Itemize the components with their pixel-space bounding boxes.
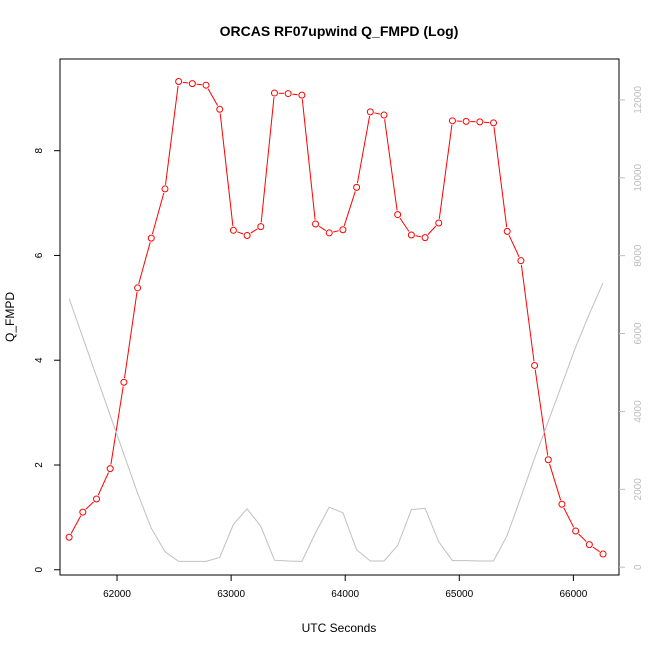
series-0-point-4 xyxy=(120,378,128,386)
x-axis-label: UTC Seconds xyxy=(302,621,377,635)
series-0-point-37 xyxy=(572,527,580,535)
series-0-point-7 xyxy=(161,185,169,193)
y-tick-label-3: 6 xyxy=(34,252,45,258)
series-0-point-36 xyxy=(558,500,566,508)
series-0-point-21 xyxy=(353,183,361,191)
series-0-point-33 xyxy=(517,257,525,265)
series-0-point-9 xyxy=(188,80,196,88)
series-0-point-29 xyxy=(462,117,470,125)
bottom-axis: 62000 63000 64000 65000 66000 xyxy=(103,575,588,600)
series-0-point-17 xyxy=(298,91,306,99)
right-axis: 0 2000 4000 6000 8000 10000 12000 xyxy=(619,86,644,570)
y-axis-label: Q_FMPD xyxy=(3,292,17,342)
series-0-point-16 xyxy=(284,90,292,98)
y-tick-label-2: 4 xyxy=(34,357,45,363)
series-0-point-35 xyxy=(544,456,552,464)
series-0-point-23 xyxy=(380,111,388,119)
x-tick-label-3: 65000 xyxy=(445,589,473,600)
series-0-point-32 xyxy=(503,227,511,235)
x-tick-label-4: 66000 xyxy=(559,589,587,600)
series-0-point-1 xyxy=(79,508,87,516)
series-0-point-0 xyxy=(65,533,73,541)
series-0-point-22 xyxy=(366,108,374,116)
series-0-point-5 xyxy=(134,284,142,292)
series-line-1 xyxy=(68,282,604,562)
y2-tick-label-4: 8000 xyxy=(633,244,644,267)
series-0-point-26 xyxy=(421,234,429,242)
series-0-point-11 xyxy=(216,105,224,113)
series-0-point-20 xyxy=(339,226,347,234)
y2-tick-label-3: 6000 xyxy=(633,322,644,345)
series-0-point-25 xyxy=(407,231,415,239)
series-0-point-18 xyxy=(312,220,320,228)
y2-tick-label-1: 2000 xyxy=(633,478,644,501)
y2-tick-label-5: 10000 xyxy=(633,163,644,191)
series-0-point-13 xyxy=(243,232,251,240)
y2-tick-label-0: 0 xyxy=(633,564,644,570)
x-tick-label-1: 63000 xyxy=(217,589,245,600)
series-0-point-27 xyxy=(435,219,443,227)
series-line-0 xyxy=(70,81,600,553)
series-0-point-2 xyxy=(93,495,101,503)
series-0-point-39 xyxy=(599,550,607,558)
series-0-point-19 xyxy=(325,229,333,237)
series-0-point-3 xyxy=(106,465,114,473)
series-0-point-38 xyxy=(585,541,593,549)
series-0-point-34 xyxy=(531,361,539,369)
y2-tick-label-2: 4000 xyxy=(633,400,644,423)
series-0-point-15 xyxy=(270,89,278,97)
series-0-point-6 xyxy=(147,234,155,242)
series-0-point-10 xyxy=(202,81,210,89)
series-layer xyxy=(65,78,607,562)
series-0-point-8 xyxy=(175,78,183,86)
chart-title: ORCAS RF07upwind Q_FMPD (Log) xyxy=(220,23,459,39)
left-axis: 0 2 4 6 8 xyxy=(34,147,60,573)
plot-frame xyxy=(59,58,620,576)
y-tick-label-1: 2 xyxy=(34,462,45,468)
x-tick-label-0: 62000 xyxy=(103,589,131,600)
x-tick-label-2: 64000 xyxy=(331,589,359,600)
series-0-point-14 xyxy=(257,223,265,231)
y-tick-label-4: 8 xyxy=(34,147,45,153)
y2-tick-label-6: 12000 xyxy=(633,86,644,114)
series-0-point-12 xyxy=(229,226,237,234)
series-0-point-31 xyxy=(490,119,498,127)
series-0-point-24 xyxy=(394,211,402,219)
y-tick-label-0: 0 xyxy=(34,567,45,573)
series-0-point-28 xyxy=(448,117,456,125)
series-0-point-30 xyxy=(476,118,484,126)
